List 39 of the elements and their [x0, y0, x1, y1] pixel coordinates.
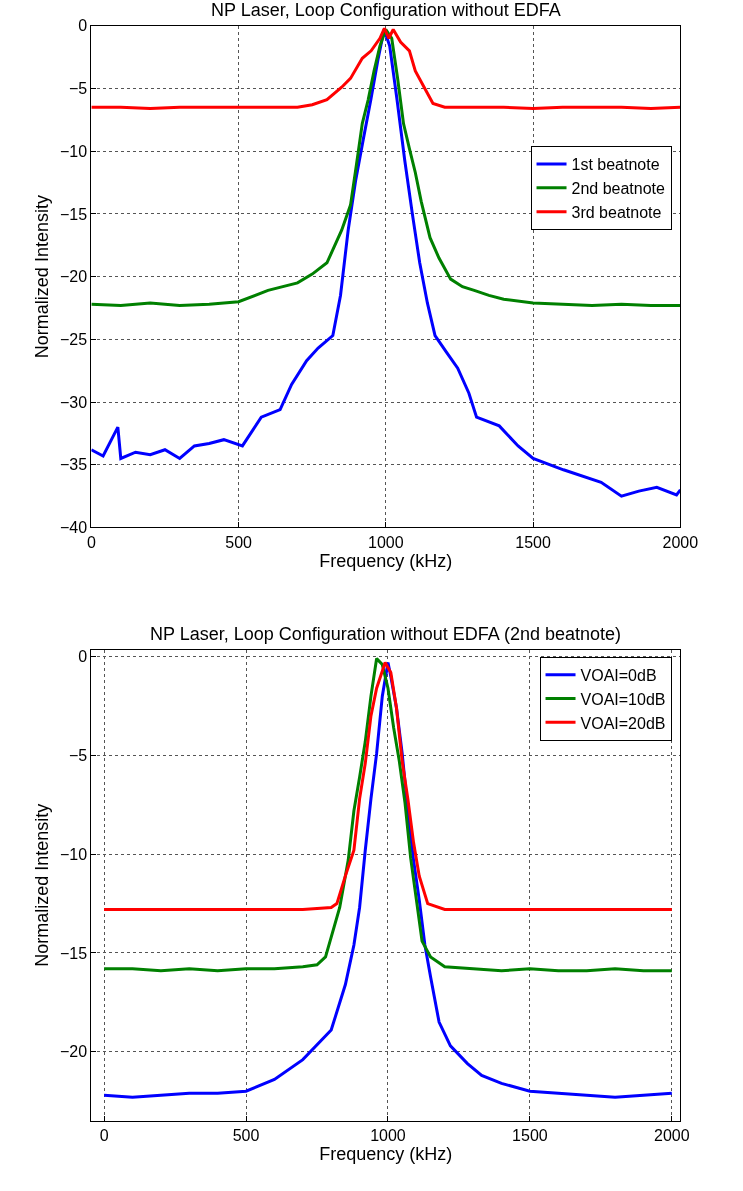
y-tick-label: −35 — [59, 456, 88, 474]
x-tick-label: 500 — [232, 1127, 260, 1145]
x-tick-label: 2000 — [654, 1127, 690, 1145]
x-tick-label: 1500 — [515, 533, 551, 551]
chart-title: NP Laser, Loop Configuration without EDFA — [211, 0, 561, 20]
x-tick-label: 1000 — [370, 1127, 406, 1145]
y-tick-label: −5 — [68, 747, 88, 764]
legend-label: 3rd beatnote — [571, 203, 662, 221]
y-tick-label: −15 — [59, 944, 88, 962]
line-series — [102, 661, 674, 911]
y-tick-label: −5 — [68, 80, 88, 98]
x-tick-label: 1000 — [368, 533, 404, 551]
line-series — [91, 28, 681, 307]
y-tick-label: −25 — [59, 330, 88, 348]
legend-label: VOAI=0dB — [580, 666, 657, 684]
x-tick-label: 500 — [225, 533, 253, 551]
y-tick-label: −20 — [59, 268, 88, 286]
y-tick-label: −10 — [59, 845, 88, 863]
line-series — [102, 657, 674, 973]
legend-label: 1st beatnote — [571, 156, 660, 174]
y-tick-label: −10 — [59, 142, 88, 160]
x-tick-label: 2000 — [662, 533, 699, 551]
y-tick-label: 0 — [78, 17, 88, 35]
line-series — [91, 26, 681, 111]
x-tick-label: 1500 — [512, 1127, 548, 1145]
legend-label: VOAI=20dB — [580, 714, 666, 732]
chart-title: NP Laser, Loop Configuration without EDFA (2nd beatnote) — [150, 624, 621, 644]
y-tick-label: −20 — [59, 1043, 88, 1061]
y-axis-title: Normalized Intensity — [32, 195, 53, 359]
y-axis-title: Normalized Intensity — [32, 803, 53, 967]
x-axis-title: Frequency (kHz) — [319, 550, 453, 571]
x-axis-title: Frequency (kHz) — [319, 1144, 453, 1165]
x-tick-label: 0 — [99, 1127, 109, 1145]
y-tick-label: 0 — [78, 648, 88, 666]
legend-label: VOAI=10dB — [580, 690, 666, 708]
legend-label: 2nd beatnote — [571, 180, 666, 198]
y-tick-label: −40 — [59, 519, 88, 537]
y-tick-label: −15 — [59, 205, 88, 223]
y-tick-label: −30 — [59, 393, 88, 411]
